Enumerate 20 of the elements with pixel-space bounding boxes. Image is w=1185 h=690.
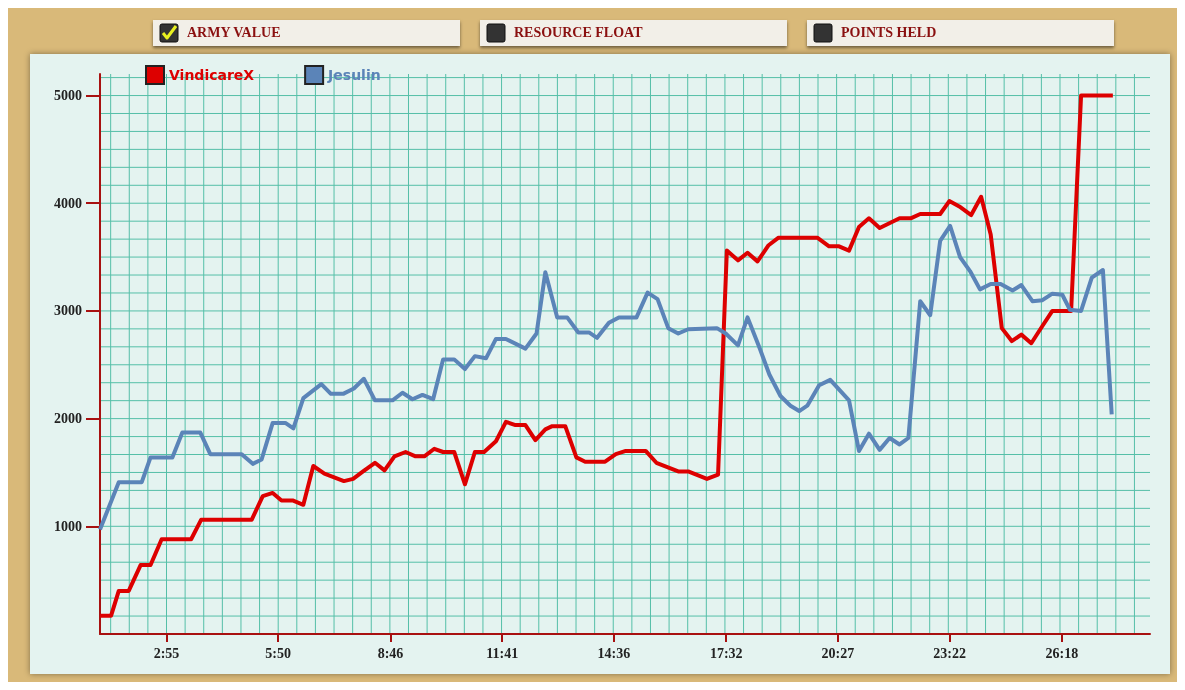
y-tick-label: 2000 bbox=[54, 411, 82, 427]
x-tick-label: 26:18 bbox=[1045, 645, 1079, 661]
legend-label: VindicareX bbox=[169, 67, 255, 83]
chart-title: ARMY VALUE bbox=[187, 25, 281, 41]
line-series bbox=[98, 223, 1114, 532]
x-tick-label: 23:22 bbox=[933, 645, 966, 661]
x-tick-label: 14:36 bbox=[597, 645, 631, 661]
x-tick-label: 8:46 bbox=[377, 645, 404, 661]
x-tick-label: 11:41 bbox=[486, 645, 519, 661]
x-tick-label: 20:27 bbox=[821, 645, 855, 661]
line-series bbox=[98, 93, 1115, 618]
x-tick-label: 2:55 bbox=[153, 645, 180, 661]
y-tick-label: 3000 bbox=[54, 303, 82, 319]
text: RESOURCE FLOAT bbox=[514, 25, 643, 41]
x-tick-label: 5:50 bbox=[265, 645, 292, 661]
y-tick-label: 4000 bbox=[54, 195, 82, 211]
y-tick-label: 1000 bbox=[54, 518, 82, 534]
x-tick-label: 17:32 bbox=[709, 645, 743, 661]
y-tick-label: 5000 bbox=[54, 88, 82, 104]
text: POINTS HELD bbox=[841, 25, 937, 41]
